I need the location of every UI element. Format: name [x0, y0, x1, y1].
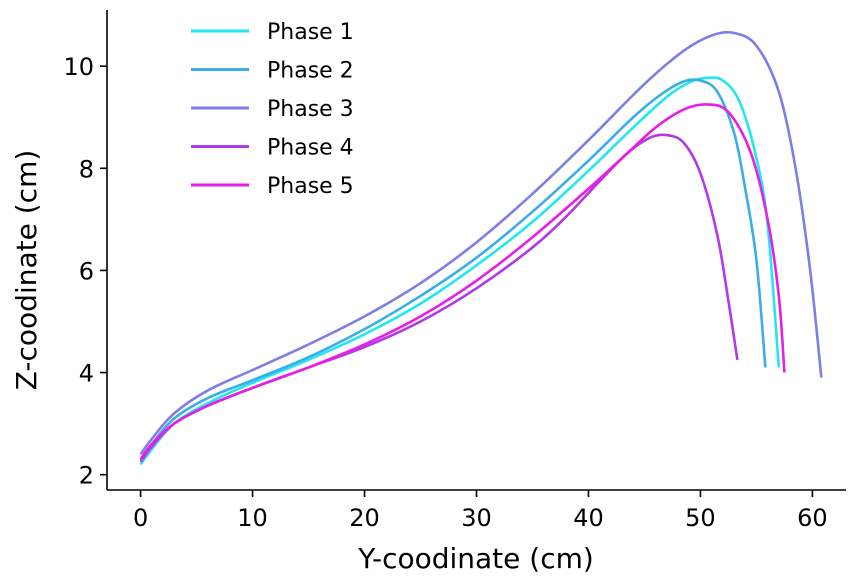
- legend-label: Phase 1: [267, 20, 354, 45]
- legend-item-phase-5[interactable]: Phase 5: [191, 174, 354, 199]
- series-line-phase-2: [139, 78, 767, 461]
- x-tick-label: 20: [349, 504, 380, 532]
- axes: 0 10 20 30 40 50 60 2 4 6 8 10: [63, 10, 846, 532]
- legend-label: Phase 4: [267, 136, 354, 161]
- x-tick-label: 50: [685, 504, 716, 532]
- y-tick-label: 2: [79, 462, 94, 490]
- legend-label: Phase 5: [267, 174, 354, 199]
- x-tick-label: 30: [461, 504, 492, 532]
- x-ticks: 0 10 20 30 40 50 60: [133, 490, 828, 532]
- legend-item-phase-1[interactable]: Phase 1: [191, 20, 354, 45]
- x-axis-label: Y-coodinate (cm): [357, 542, 594, 575]
- legend-item-phase-2[interactable]: Phase 2: [191, 59, 354, 84]
- legend-label: Phase 2: [267, 59, 354, 84]
- plot-lines: [139, 30, 823, 466]
- legend[interactable]: Phase 1 Phase 2 Phase 3 Phase 4 Phase 5: [191, 20, 354, 199]
- x-tick-label: 60: [797, 504, 828, 532]
- series-line-phase-3: [139, 30, 823, 456]
- y-axis-label: Z-coodinate (cm): [10, 150, 43, 391]
- series-line-phase-5: [139, 103, 786, 461]
- legend-label: Phase 3: [267, 97, 354, 122]
- y-tick-label: 4: [79, 360, 94, 388]
- y-tick-label: 8: [79, 155, 94, 183]
- x-tick-label: 0: [133, 504, 148, 532]
- x-tick-label: 10: [237, 504, 268, 532]
- y-tick-label: 10: [63, 53, 94, 81]
- x-tick-label: 40: [573, 504, 604, 532]
- y-tick-label: 6: [79, 257, 94, 285]
- legend-item-phase-3[interactable]: Phase 3: [191, 97, 354, 122]
- legend-item-phase-4[interactable]: Phase 4: [191, 136, 354, 161]
- y-ticks: 2 4 6 8 10: [63, 53, 107, 490]
- series-line-phase-1: [139, 76, 781, 466]
